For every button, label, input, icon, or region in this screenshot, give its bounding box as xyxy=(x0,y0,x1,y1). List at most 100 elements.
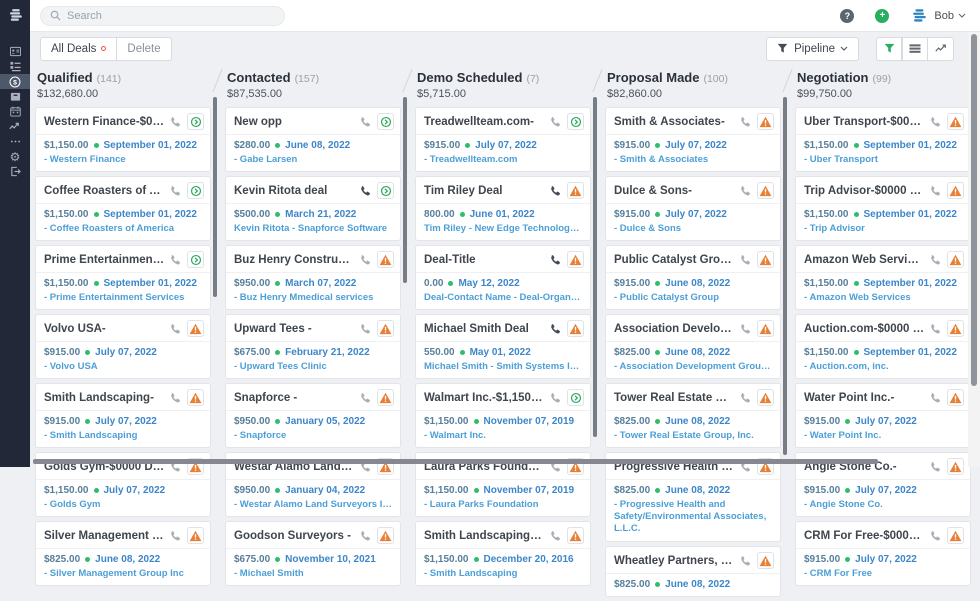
deal-card[interactable]: Dulce & Sons- $915.00 July 07, 2022 - Du… xyxy=(605,176,781,241)
deal-card[interactable]: Association Development G... $825.00 Jun… xyxy=(605,314,781,379)
sidebar-item-products[interactable] xyxy=(0,89,30,104)
deal-close-date[interactable]: September 01, 2022 xyxy=(104,209,197,220)
deal-close-date[interactable]: January 05, 2022 xyxy=(285,416,365,427)
deal-close-date[interactable]: July 07, 2022 xyxy=(665,209,727,220)
deal-card[interactable]: Tower Real Estate Group, ... $825.00 Jun… xyxy=(605,383,781,448)
filter-remove-icon[interactable] xyxy=(101,46,106,51)
deal-organization-link[interactable]: - Amazon Web Services xyxy=(804,292,962,303)
deal-organization-link[interactable]: - Snapforce xyxy=(234,430,392,441)
status-button[interactable] xyxy=(187,182,204,199)
deal-card[interactable]: Auction.com-$0000 Deal $1,150.00 Septemb… xyxy=(795,314,971,379)
deal-organization-link[interactable]: - Angie Stone Co. xyxy=(804,499,962,510)
deal-close-date[interactable]: June 08, 2022 xyxy=(95,554,160,565)
deal-close-date[interactable]: May 01, 2022 xyxy=(470,347,531,358)
status-button[interactable] xyxy=(567,527,584,544)
deal-organization-link[interactable]: - Tower Real Estate Group, Inc. xyxy=(614,430,772,441)
deal-organization-link[interactable]: - Association Development Group, Inc. xyxy=(614,361,772,372)
deal-organization-link[interactable]: - Trip Advisor xyxy=(804,223,962,234)
horizontal-scrollbar-thumb[interactable] xyxy=(33,459,878,464)
deal-close-date[interactable]: September 01, 2022 xyxy=(864,278,957,289)
phone-icon[interactable] xyxy=(169,530,181,542)
deal-close-date[interactable]: July 07, 2022 xyxy=(855,485,917,496)
deal-close-date[interactable]: June 08, 2022 xyxy=(665,579,730,590)
deal-organization-link[interactable]: - Gabe Larsen xyxy=(234,154,392,165)
status-button[interactable] xyxy=(377,182,394,199)
deal-card[interactable]: CRM For Free-$0000 Deal $915.00 July 07,… xyxy=(795,521,971,586)
deal-close-date[interactable]: May 12, 2022 xyxy=(458,278,519,289)
sidebar-item-contacts[interactable] xyxy=(0,44,30,59)
deal-card[interactable]: Michael Smith Deal 550.00 May 01, 2022 M… xyxy=(415,314,591,379)
phone-icon[interactable] xyxy=(739,254,751,266)
deal-close-date[interactable]: September 01, 2022 xyxy=(864,140,957,151)
deal-card[interactable]: New opp $280.00 June 08, 2022 - Gabe Lar… xyxy=(225,107,401,172)
deal-organization-link[interactable]: - Westar Alamo Land Surveyors Inc xyxy=(234,499,392,510)
deal-card[interactable]: Deal-Title 0.00 May 12, 2022 Deal-Contac… xyxy=(415,245,591,310)
phone-icon[interactable] xyxy=(739,392,751,404)
column-scrollbar[interactable] xyxy=(213,97,217,297)
status-button[interactable] xyxy=(377,113,394,130)
deal-organization-link[interactable]: - Western Finance xyxy=(44,154,202,165)
deal-close-date[interactable]: June 08, 2022 xyxy=(665,278,730,289)
sidebar-item-reports[interactable] xyxy=(0,119,30,134)
deal-organization-link[interactable]: - CRM For Free xyxy=(804,568,962,579)
deal-card[interactable]: Wheatley Partners, L.P.- $825.00 June 08… xyxy=(605,546,781,597)
phone-icon[interactable] xyxy=(929,116,941,128)
deal-close-date[interactable]: June 08, 2022 xyxy=(665,347,730,358)
deal-card[interactable]: Walmart Inc.-$1,150 Deal $1,150.00 Novem… xyxy=(415,383,591,448)
deal-card[interactable]: Amazon Web Services-$0000... $1,150.00 S… xyxy=(795,245,971,310)
add-icon[interactable]: + xyxy=(875,9,889,23)
deal-organization-link[interactable]: - Uber Transport xyxy=(804,154,962,165)
deal-close-date[interactable]: July 07, 2022 xyxy=(665,140,727,151)
deal-card[interactable]: Volvo USA- $915.00 July 07, 2022 - Volvo… xyxy=(35,314,211,379)
deal-organization-link[interactable]: - Silver Management Group Inc xyxy=(44,568,202,579)
status-button[interactable] xyxy=(567,182,584,199)
phone-icon[interactable] xyxy=(359,323,371,335)
deal-card[interactable]: Western Finance-$0000 Dea... $1,150.00 S… xyxy=(35,107,211,172)
phone-icon[interactable] xyxy=(549,392,561,404)
status-button[interactable] xyxy=(757,113,774,130)
phone-icon[interactable] xyxy=(169,254,181,266)
deal-organization-link[interactable]: - Coffee Roasters of America xyxy=(44,223,202,234)
delete-button[interactable]: Delete xyxy=(117,37,171,61)
phone-icon[interactable] xyxy=(549,323,561,335)
deal-close-date[interactable]: March 21, 2022 xyxy=(285,209,356,220)
deal-card[interactable]: Goodson Surveyors - $675.00 November 10,… xyxy=(225,521,401,586)
column-scrollbar[interactable] xyxy=(403,97,407,283)
phone-icon[interactable] xyxy=(359,116,371,128)
kanban-view-button[interactable] xyxy=(876,37,902,61)
phone-icon[interactable] xyxy=(929,392,941,404)
deal-close-date[interactable]: September 01, 2022 xyxy=(864,347,957,358)
column-scrollbar[interactable] xyxy=(783,97,787,455)
status-button[interactable] xyxy=(947,251,964,268)
deal-organization-link[interactable]: - Smith Landscaping xyxy=(44,430,202,441)
deal-close-date[interactable]: July 07, 2022 xyxy=(95,416,157,427)
status-button[interactable] xyxy=(947,389,964,406)
deal-organization-link[interactable]: - Michael Smith xyxy=(234,568,392,579)
deal-organization-link[interactable]: - Auction.com, inc. xyxy=(804,361,962,372)
phone-icon[interactable] xyxy=(929,323,941,335)
phone-icon[interactable] xyxy=(929,254,941,266)
deal-close-date[interactable]: July 07, 2022 xyxy=(475,140,537,151)
status-button[interactable] xyxy=(187,113,204,130)
deal-card[interactable]: Upward Tees - $675.00 February 21, 2022 … xyxy=(225,314,401,379)
deal-close-date[interactable]: July 07, 2022 xyxy=(95,347,157,358)
status-button[interactable] xyxy=(567,251,584,268)
sidebar-item-calendar[interactable] xyxy=(0,104,30,119)
status-button[interactable] xyxy=(377,251,394,268)
deal-organization-link[interactable]: - Buz Henry Mmedical services xyxy=(234,292,392,303)
deal-organization-link[interactable]: - Smith Landscaping xyxy=(424,568,582,579)
sidebar-item-logout[interactable] xyxy=(0,164,30,179)
status-button[interactable] xyxy=(377,527,394,544)
status-button[interactable] xyxy=(757,320,774,337)
deal-close-date[interactable]: June 01, 2022 xyxy=(470,209,535,220)
deal-organization-link[interactable]: - Dulce & Sons xyxy=(614,223,772,234)
column-scrollbar[interactable] xyxy=(593,97,597,437)
deal-close-date[interactable]: July 07, 2022 xyxy=(855,416,917,427)
phone-icon[interactable] xyxy=(739,185,751,197)
status-button[interactable] xyxy=(187,320,204,337)
list-view-button[interactable] xyxy=(902,37,928,61)
deal-organization-link[interactable]: - Prime Entertainment Services xyxy=(44,292,202,303)
phone-icon[interactable] xyxy=(549,530,561,542)
deal-card[interactable]: Uber Transport-$0000 Deal $1,150.00 Sept… xyxy=(795,107,971,172)
deal-card[interactable]: Progressive Health and Sa... $825.00 Jun… xyxy=(605,452,781,542)
